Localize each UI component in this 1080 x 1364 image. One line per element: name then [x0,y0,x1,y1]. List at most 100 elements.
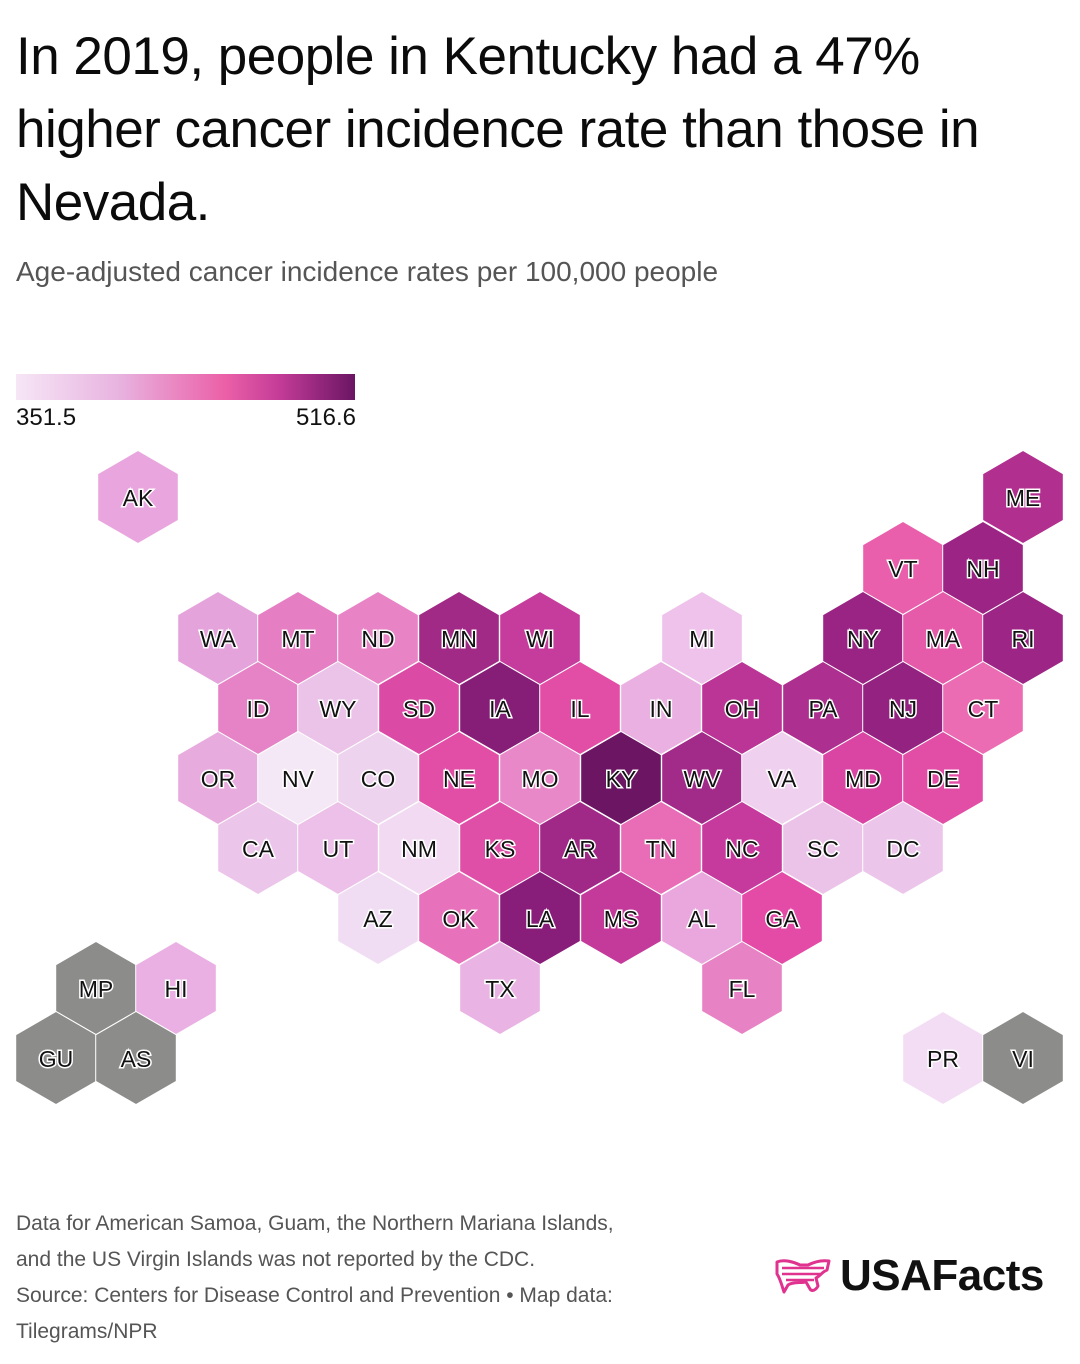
state-tile-ok[interactable]: OK [418,870,500,966]
state-label-vt: VT [888,556,917,582]
state-label-wy: WY [319,696,356,722]
state-label-wv: WV [683,766,721,792]
us-map-logo-icon [775,1259,831,1294]
state-label-nj: NJ [889,696,917,722]
state-hex-tx[interactable] [459,940,541,1036]
state-label-az: AZ [363,906,392,932]
state-hex-me[interactable] [982,449,1064,545]
state-tile-ky[interactable]: KY [580,730,662,826]
footnotes: Data for American Samoa, Guam, the North… [16,1206,736,1350]
state-label-ut: UT [323,836,354,862]
state-tile-nm[interactable]: NM [378,800,460,896]
state-tile-ar[interactable]: AR [539,800,621,896]
state-tile-pr[interactable]: PR [902,1010,984,1106]
state-tile-ms[interactable]: MS [580,870,662,966]
state-label-ky: KY [606,766,637,792]
state-tile-nc[interactable]: NC [701,800,783,896]
state-label-va: VA [768,766,798,792]
state-tile-az[interactable]: AZ [337,870,419,966]
state-label-ma: MA [926,626,961,652]
state-tile-md[interactable]: MD [822,730,904,826]
state-label-ne: NE [443,766,475,792]
state-label-sc: SC [807,836,839,862]
state-label-ga: GA [765,906,799,932]
state-hex-as[interactable] [95,1010,177,1106]
state-label-in: IN [650,696,673,722]
state-hex-dc[interactable] [862,800,944,896]
state-label-or: OR [201,766,236,792]
state-tile-nd[interactable]: ND [337,590,419,686]
state-tile-as[interactable]: AS [95,1010,177,1106]
state-tile-tx[interactable]: TX [459,940,541,1036]
legend-max-label: 516.6 [295,404,356,431]
state-tile-dc[interactable]: DC [862,800,944,896]
state-tile-il[interactable]: IL [539,660,621,756]
state-tile-wi[interactable]: WI [499,590,581,686]
state-label-ks: KS [485,836,516,862]
state-tile-ri[interactable]: RI [982,590,1064,686]
source-line: Source: Centers for Disease Control and … [16,1284,613,1307]
state-tile-mn[interactable]: MN [418,590,500,686]
state-label-nm: NM [401,836,437,862]
state-label-as: AS [121,1046,152,1072]
state-tile-mo[interactable]: MO [499,730,581,826]
state-tile-ma[interactable]: MA [902,590,984,686]
state-hex-fl[interactable] [701,940,783,1036]
state-tile-mi[interactable]: MI [661,590,743,686]
state-label-ak: AK [123,485,154,511]
legend-min-label: 351.5 [16,404,77,431]
state-tile-sc[interactable]: SC [782,800,864,896]
state-hex-vi[interactable] [982,1010,1064,1106]
state-label-me: ME [1006,485,1041,511]
state-tile-ca[interactable]: CA [217,800,299,896]
state-label-mp: MP [79,976,114,1002]
state-label-ny: NY [847,626,879,652]
state-label-ar: AR [564,836,596,862]
state-label-mi: MI [689,626,715,652]
state-tile-in[interactable]: IN [620,660,702,756]
state-tile-de[interactable]: DE [902,730,984,826]
footnote-line: and the US Virgin Islands was not report… [16,1248,536,1271]
state-tile-ak[interactable]: AK [97,449,179,545]
state-tile-ga[interactable]: GA [741,870,823,966]
state-label-mn: MN [441,626,477,652]
state-label-mt: MT [281,626,314,652]
state-tile-ia[interactable]: IA [459,660,541,756]
state-label-de: DE [927,766,959,792]
state-tile-vi[interactable]: VI [982,1010,1064,1106]
logo-text: USAFacts [840,1251,1044,1300]
state-hex-ak[interactable] [97,449,179,545]
state-label-nh: NH [966,556,999,582]
state-tile-ny[interactable]: NY [822,590,904,686]
state-tile-ct[interactable]: CT [942,660,1024,756]
state-label-nc: NC [725,836,758,862]
state-label-ca: CA [242,836,275,862]
state-tile-mp[interactable]: MP [55,940,137,1036]
state-tile-wy[interactable]: WY [297,660,379,756]
state-tile-fl[interactable]: FL [701,940,783,1036]
color-legend: 351.5 516.6 [16,374,356,434]
state-label-oh: OH [725,696,760,722]
state-tile-tn[interactable]: TN [620,800,702,896]
state-tile-mt[interactable]: MT [257,590,339,686]
chart-title: In 2019, people in Kentucky had a 47% hi… [16,27,980,232]
hex-tile-map: AK ME VT NH WA MT ND MN WI MI NY MA RI ID WY SD IA IL IN OH… [15,449,1064,1106]
state-label-fl: FL [729,976,756,1002]
state-tile-gu[interactable]: GU [15,1010,97,1106]
state-tile-hi[interactable]: HI [135,940,217,1036]
state-label-wi: WI [526,626,554,652]
chart-subtitle: Age-adjusted cancer incidence rates per … [16,256,719,287]
state-label-nv: NV [282,766,315,792]
state-label-il: IL [570,696,589,722]
state-tile-wv[interactable]: WV [661,730,743,826]
state-tile-id[interactable]: ID [217,660,299,756]
state-label-pr: PR [927,1046,959,1072]
state-tile-nj[interactable]: NJ [862,660,944,756]
state-tile-me[interactable]: ME [982,449,1064,545]
state-tile-ut[interactable]: UT [297,800,379,896]
state-label-sd: SD [403,696,435,722]
state-label-wa: WA [200,626,237,652]
state-tile-nh[interactable]: NH [942,520,1024,616]
state-label-gu: GU [39,1046,74,1072]
state-tile-ks[interactable]: KS [459,800,541,896]
